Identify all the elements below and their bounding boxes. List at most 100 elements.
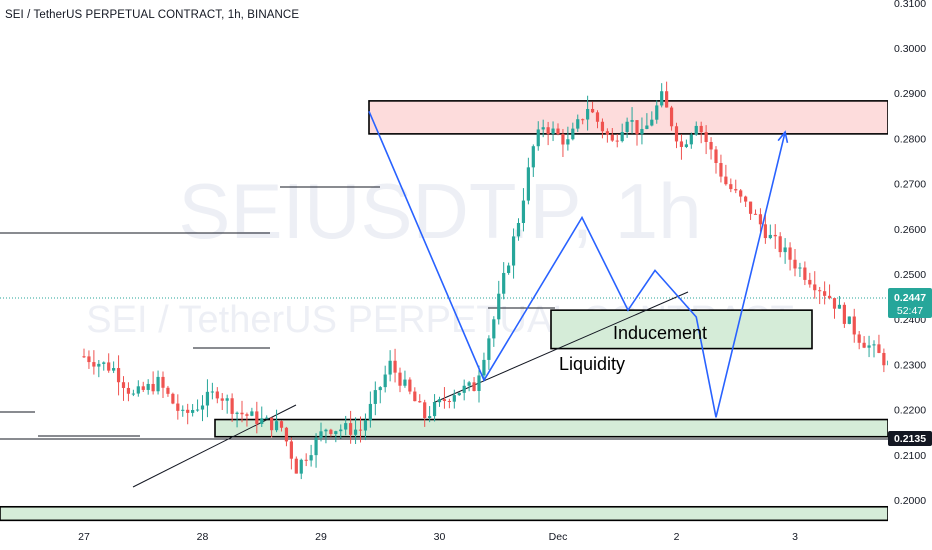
candle-body — [309, 455, 313, 461]
candle-body — [674, 126, 679, 142]
price-tick-label: 0.2800 — [894, 133, 926, 145]
candle-body — [684, 144, 688, 147]
candle-body — [329, 429, 333, 435]
price-tick-label: 0.2300 — [894, 359, 926, 371]
time-axis[interactable]: 27 28 29 30 Dec 2 3 — [78, 531, 798, 543]
candle-body — [576, 119, 580, 129]
price-tick-label: 0.3000 — [894, 43, 926, 55]
time-tick-label: 2 — [674, 531, 680, 543]
candle-body — [867, 345, 871, 348]
candle-countdown: 52:47 — [897, 305, 923, 317]
candle-body — [487, 338, 491, 360]
candle-body — [353, 429, 358, 435]
projection-arrowhead — [777, 130, 789, 143]
candle-body — [171, 393, 175, 404]
candle-body — [467, 382, 471, 386]
price-tick-label: 0.2700 — [894, 179, 926, 191]
candle-body — [492, 319, 496, 339]
candle-body — [679, 141, 684, 147]
candle-body — [610, 134, 614, 141]
candle-body — [763, 224, 767, 239]
candle-body — [215, 391, 219, 399]
candle-body — [645, 125, 649, 129]
candle-body — [112, 368, 116, 371]
candle-body — [561, 134, 565, 145]
candle-body — [502, 272, 506, 294]
candle-body — [857, 334, 861, 343]
candle-body — [205, 391, 210, 406]
time-tick-label: 29 — [315, 531, 327, 543]
candle-body — [131, 393, 135, 395]
candle-body — [156, 376, 160, 392]
candle-body — [166, 387, 170, 394]
candle-body — [413, 391, 417, 402]
candle-body — [304, 459, 308, 461]
time-tick-label: 30 — [434, 531, 446, 543]
candle-body — [516, 222, 521, 237]
candle-body — [279, 421, 284, 428]
candle-body — [605, 131, 609, 135]
candle-body — [284, 427, 289, 442]
last-price-tag: 0.2447 52:47 — [888, 288, 932, 318]
candle-body — [324, 429, 328, 432]
candle-body — [447, 401, 451, 403]
candle-body — [462, 385, 466, 393]
candle-body — [882, 352, 886, 366]
candle-body — [477, 375, 481, 392]
inducement-label: Inducement — [613, 323, 707, 343]
candle-body — [832, 298, 837, 309]
candle-body — [151, 383, 155, 392]
candle-body — [546, 127, 550, 134]
candle-body — [798, 267, 802, 269]
candle-body — [590, 108, 595, 113]
candle-body — [739, 190, 743, 197]
price-axis[interactable]: 0.20000.21000.22000.23000.24000.25000.26… — [888, 0, 932, 550]
candle-body — [393, 360, 397, 373]
candle-body — [121, 382, 126, 388]
candle-body — [334, 431, 338, 435]
demand-zone — [0, 505, 889, 522]
candle-body — [235, 412, 239, 414]
candle-body — [220, 398, 224, 401]
candle-body — [161, 376, 165, 388]
candle-body — [191, 409, 195, 413]
candle-body — [709, 141, 713, 150]
candle-body — [521, 200, 526, 223]
candle-body — [146, 383, 150, 390]
candle-body — [823, 291, 827, 296]
candle-body — [210, 391, 214, 393]
candle-body — [299, 459, 303, 474]
zones — [0, 100, 889, 522]
candle-body — [442, 399, 447, 402]
time-tick-label: Dec — [549, 531, 568, 543]
price-tick-label: 0.3100 — [894, 0, 926, 10]
candle-body — [526, 167, 530, 201]
candle-body — [620, 132, 624, 142]
candle-body — [497, 293, 501, 320]
candle-body — [507, 265, 511, 273]
candle-body — [240, 412, 244, 415]
candle-body — [729, 184, 733, 190]
candle-body — [319, 431, 323, 438]
candle-body — [368, 403, 372, 421]
candle-body — [289, 441, 293, 459]
candle-body — [314, 437, 318, 456]
candle-body — [398, 372, 402, 386]
candle-body — [423, 402, 427, 418]
candle-body — [669, 107, 674, 127]
candle-body — [437, 399, 442, 403]
candle-body — [186, 409, 190, 413]
candle-body — [432, 402, 437, 417]
demand-zone — [550, 309, 813, 350]
candle-body — [408, 379, 412, 392]
candle-body — [92, 362, 96, 367]
candle-body — [428, 416, 432, 418]
candle-body — [181, 409, 185, 411]
candle-body — [116, 368, 121, 383]
candle-body — [126, 387, 131, 394]
candle-body — [245, 414, 249, 416]
candle-body — [383, 374, 387, 388]
candle-body — [753, 213, 758, 215]
price-tick-label: 0.2500 — [894, 269, 926, 281]
